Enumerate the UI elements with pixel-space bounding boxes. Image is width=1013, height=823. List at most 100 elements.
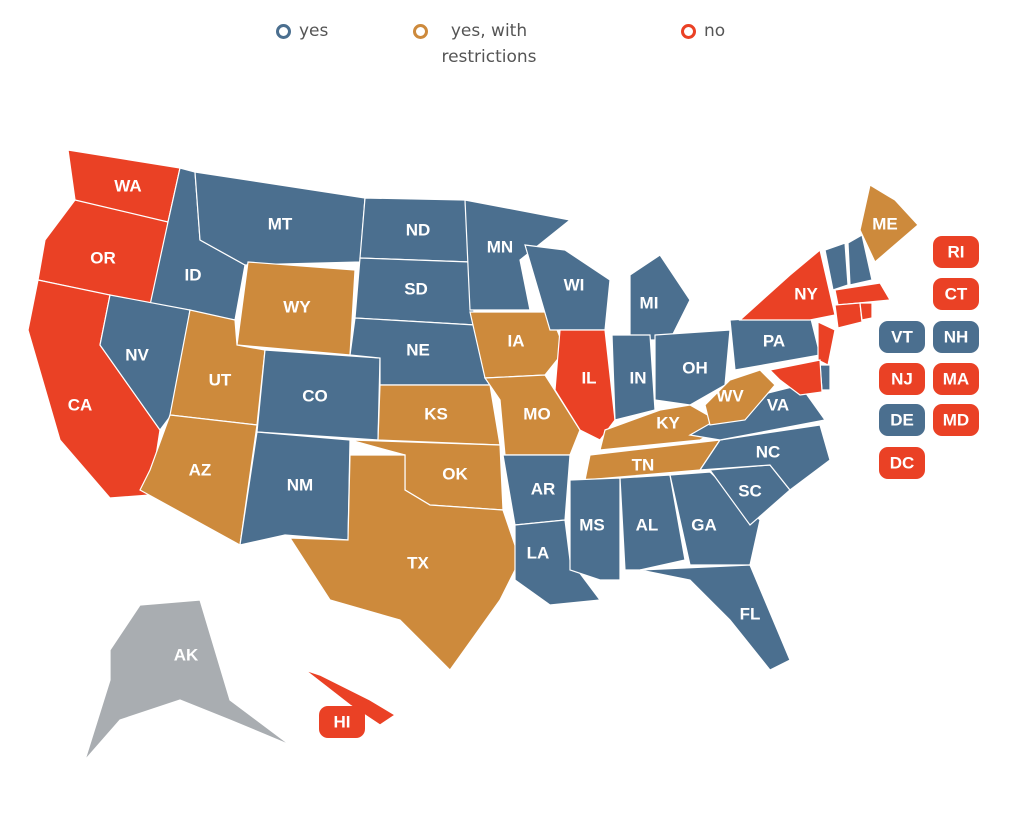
state-shape xyxy=(304,669,397,726)
state-label: SC xyxy=(738,482,762,501)
state-label: WV xyxy=(716,387,744,406)
state-label: RI xyxy=(948,243,965,262)
state-label: MD xyxy=(943,411,969,430)
state-shape xyxy=(768,359,823,396)
state-label: NH xyxy=(944,328,969,347)
state-label: NE xyxy=(406,341,430,360)
state-label-box xyxy=(319,706,365,738)
state-shape xyxy=(194,171,366,266)
state-label-box xyxy=(933,278,979,310)
state-label-box xyxy=(933,363,979,395)
legend-swatch xyxy=(413,24,428,39)
state-label: DE xyxy=(890,411,914,430)
state-label: OK xyxy=(442,465,468,484)
state-label: AK xyxy=(174,646,199,665)
state-shape xyxy=(288,454,521,671)
legend-item: no xyxy=(681,18,725,44)
state-label-box xyxy=(879,404,925,436)
legend-swatch xyxy=(276,24,291,39)
state-shape xyxy=(524,244,611,331)
state-shape xyxy=(847,234,873,286)
state-label: CA xyxy=(68,396,93,415)
state-label: PA xyxy=(763,332,785,351)
state-label: IN xyxy=(630,369,647,388)
state-shape xyxy=(669,471,761,566)
state-shape xyxy=(639,564,791,671)
state-label: CO xyxy=(302,387,328,406)
state-shape xyxy=(554,329,616,441)
state-label: MA xyxy=(943,370,969,389)
state-label: AL xyxy=(636,516,659,535)
state-label: GA xyxy=(691,516,717,535)
state-label-box xyxy=(933,236,979,268)
state-label: MT xyxy=(268,215,293,234)
legend-item: yes, with restrictions xyxy=(413,18,554,70)
state-label-box xyxy=(879,321,925,353)
state-label: NJ xyxy=(891,370,913,389)
state-label: AZ xyxy=(189,461,212,480)
state-shape xyxy=(859,302,873,321)
state-label: OR xyxy=(90,249,116,268)
state-label: TX xyxy=(407,554,429,573)
state-shape xyxy=(824,242,849,291)
state-label: SD xyxy=(404,280,428,299)
state-label: NV xyxy=(125,346,149,365)
state-label-box xyxy=(933,404,979,436)
state-shape xyxy=(619,474,686,571)
state-label: MS xyxy=(579,516,605,535)
state-label: ND xyxy=(406,221,431,240)
state-label: NM xyxy=(287,476,313,495)
state-label: IA xyxy=(508,332,525,351)
state-shape xyxy=(629,254,691,341)
legend-item: yes xyxy=(276,18,328,44)
state-label: MO xyxy=(523,405,550,424)
state-label: OH xyxy=(682,359,708,378)
state-shape xyxy=(817,321,836,366)
state-label: WA xyxy=(114,177,141,196)
state-label: ID xyxy=(185,266,202,285)
state-label: IL xyxy=(581,369,596,388)
state-label: WY xyxy=(283,298,311,317)
state-label: FL xyxy=(740,605,761,624)
state-label: MI xyxy=(640,294,659,313)
state-shape xyxy=(469,311,566,379)
state-shape xyxy=(611,334,656,421)
state-label: CT xyxy=(945,285,968,304)
state-label-box xyxy=(879,447,925,479)
state-shape xyxy=(99,294,191,432)
legend-swatch xyxy=(681,24,696,39)
state-label: ME xyxy=(872,215,898,234)
legend-label: yes, with restrictions xyxy=(441,21,537,67)
state-label: UT xyxy=(209,371,232,390)
legend-label: no xyxy=(704,21,726,41)
state-label: KY xyxy=(656,414,680,433)
state-label: DC xyxy=(890,454,915,473)
state-shape xyxy=(569,477,621,581)
state-label: WI xyxy=(564,276,585,295)
state-shape xyxy=(654,329,731,406)
state-label: AR xyxy=(531,480,556,499)
state-shape xyxy=(239,431,351,546)
state-label: VT xyxy=(891,328,913,347)
state-shape xyxy=(834,302,863,329)
state-label: KS xyxy=(424,405,448,424)
state-label: NY xyxy=(794,285,818,304)
state-shape xyxy=(84,599,291,761)
state-shape xyxy=(704,369,776,426)
state-label: NC xyxy=(756,443,781,462)
state-shape xyxy=(738,248,836,321)
legend-label: yes xyxy=(299,21,329,41)
state-shape xyxy=(859,184,919,263)
state-shape xyxy=(834,282,891,306)
state-shape xyxy=(464,199,572,311)
state-label: HI xyxy=(334,713,351,732)
state-label-box xyxy=(933,321,979,353)
state-label: VA xyxy=(767,396,789,415)
state-label: TN xyxy=(632,456,655,475)
state-shape xyxy=(139,414,258,546)
state-label-box xyxy=(879,363,925,395)
state-label: MN xyxy=(487,238,513,257)
state-label: LA xyxy=(527,544,550,563)
